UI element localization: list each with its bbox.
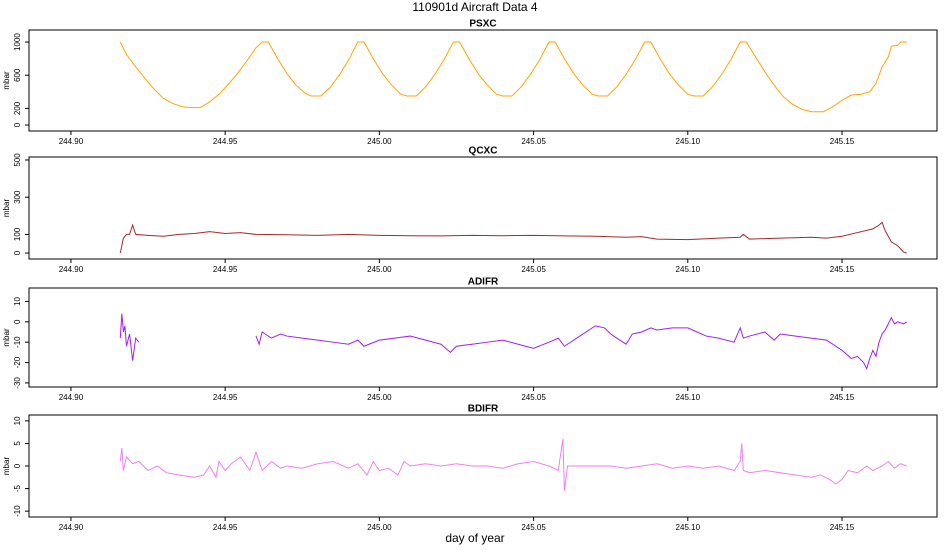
x-tick-label: 245.05 <box>521 265 546 274</box>
y-tick-label: 600 <box>13 68 22 82</box>
x-tick-label: 244.90 <box>59 265 84 274</box>
x-tick-label: 244.95 <box>213 523 238 532</box>
x-tick-label: 245.10 <box>676 393 701 402</box>
x-tick-label: 244.90 <box>59 523 84 532</box>
x-tick-label: 245.15 <box>830 137 855 146</box>
y-tick-label: 100 <box>13 227 22 241</box>
y-tick-label: 200 <box>13 101 22 115</box>
x-tick-label: 244.95 <box>213 137 238 146</box>
y-tick-label: 1000 <box>13 33 22 51</box>
y-tick-label: -20 <box>13 356 22 368</box>
panel-title: ADIFR <box>468 277 499 288</box>
x-tick-label: 245.00 <box>367 523 392 532</box>
x-tick-label: 245.10 <box>676 137 701 146</box>
y-tick-label: 0 <box>13 250 22 255</box>
x-axis-label: day of year <box>445 531 504 545</box>
x-tick-label: 245.00 <box>367 265 392 274</box>
x-tick-label: 245.05 <box>521 393 546 402</box>
x-tick-label: 245.15 <box>830 523 855 532</box>
x-tick-label: 244.95 <box>213 265 238 274</box>
x-tick-label: 245.00 <box>367 137 392 146</box>
y-axis-label: mbar <box>2 328 11 347</box>
data-line <box>119 313 908 371</box>
plot-frame <box>28 29 938 132</box>
x-tick-label: 245.00 <box>367 393 392 402</box>
y-tick-label: 0 <box>13 463 22 468</box>
y-tick-label: -5 <box>13 484 22 492</box>
panel-title: PSXC <box>469 19 496 30</box>
x-tick-label: 244.95 <box>213 393 238 402</box>
data-line <box>119 41 907 113</box>
x-tick-label: 245.05 <box>521 137 546 146</box>
y-tick-label: 300 <box>13 190 22 204</box>
y-tick-label: 500 <box>13 153 22 167</box>
x-tick-label: 245.05 <box>521 523 546 532</box>
y-tick-label: -10 <box>13 336 22 348</box>
x-tick-label: 244.90 <box>59 393 84 402</box>
x-tick-label: 245.15 <box>830 393 855 402</box>
data-line <box>119 221 907 254</box>
plot-frame <box>28 287 938 388</box>
x-tick-label: 245.10 <box>676 523 701 532</box>
y-tick-label: 0 <box>13 319 22 324</box>
data-line <box>119 438 907 491</box>
y-tick-label: 10 <box>13 296 22 305</box>
y-tick-label: -10 <box>13 505 22 517</box>
y-tick-label: 10 <box>13 416 22 425</box>
figure-title: 110901d Aircraft Data 4 <box>412 0 538 14</box>
x-tick-label: 244.90 <box>59 137 84 146</box>
panel-title: BDIFR <box>468 404 499 415</box>
y-tick-label: 5 <box>13 441 22 446</box>
y-axis-label: mbar <box>2 199 11 218</box>
x-tick-label: 245.10 <box>676 265 701 274</box>
y-axis-label: mbar <box>2 457 11 476</box>
y-tick-label: -30 <box>13 377 22 389</box>
panel-title: QCXC <box>469 146 498 157</box>
plot-frame <box>28 156 938 260</box>
y-tick-label: 0 <box>13 122 22 127</box>
y-axis-label: mbar <box>2 71 11 90</box>
x-tick-label: 245.15 <box>830 265 855 274</box>
